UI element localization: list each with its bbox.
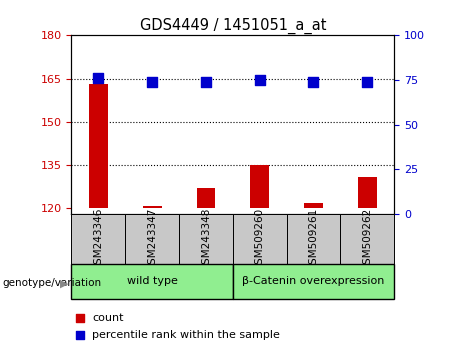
Text: percentile rank within the sample: percentile rank within the sample [92,330,280,339]
Point [76,315,83,321]
Bar [358,177,377,209]
Bar [143,206,161,209]
Point [95,75,102,81]
FancyBboxPatch shape [125,214,179,264]
Text: GSM509260: GSM509260 [254,207,265,270]
Text: GSM509261: GSM509261 [308,207,319,270]
FancyBboxPatch shape [233,264,394,299]
Text: GSM243347: GSM243347 [147,207,157,271]
Point [76,332,83,337]
Text: GSM243348: GSM243348 [201,207,211,271]
Point [202,79,210,85]
FancyBboxPatch shape [71,214,125,264]
Text: genotype/variation: genotype/variation [2,278,101,288]
Text: GSM243346: GSM243346 [93,207,103,271]
FancyBboxPatch shape [71,264,233,299]
Bar [250,165,269,209]
FancyBboxPatch shape [179,214,233,264]
Text: wild type: wild type [127,276,177,286]
Text: ▶: ▶ [60,278,68,288]
Bar [196,188,215,209]
FancyBboxPatch shape [340,214,394,264]
Point [256,77,263,83]
Text: count: count [92,313,124,323]
FancyBboxPatch shape [287,214,340,264]
Bar [89,84,108,209]
FancyBboxPatch shape [233,214,287,264]
Text: GSM509262: GSM509262 [362,207,372,270]
Point [364,79,371,85]
Text: β-Catenin overexpression: β-Catenin overexpression [242,276,384,286]
Title: GDS4449 / 1451051_a_at: GDS4449 / 1451051_a_at [140,18,326,34]
Point [148,79,156,85]
Bar [304,202,323,209]
Point [310,79,317,85]
